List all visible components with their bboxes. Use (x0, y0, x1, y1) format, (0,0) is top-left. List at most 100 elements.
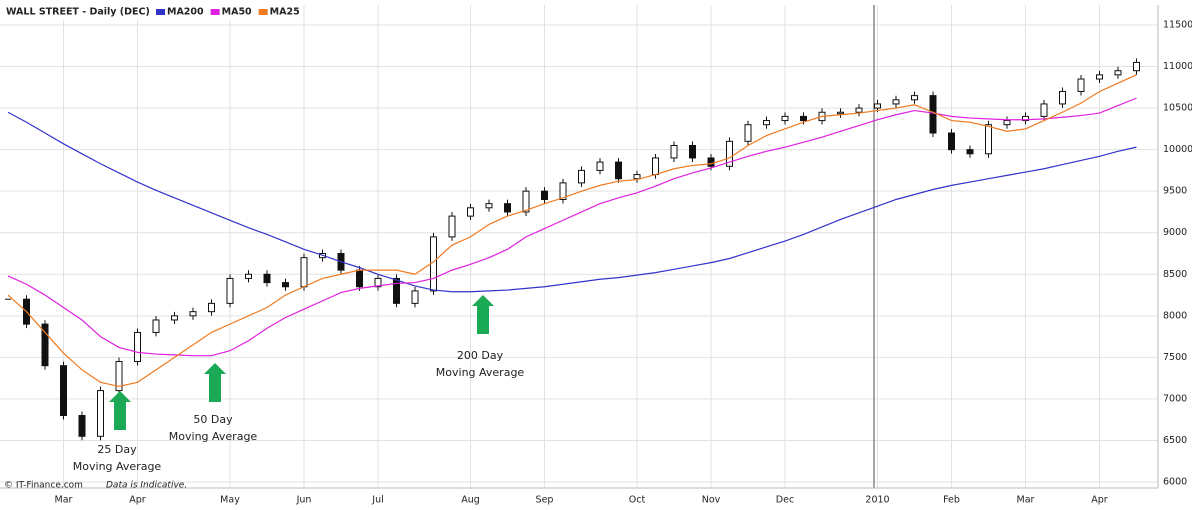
candle (1022, 115, 1029, 122)
annotation: 50 Day Moving Average (169, 363, 258, 443)
candle (707, 157, 715, 167)
candle (78, 415, 86, 437)
y-tick-label: 7500 (1163, 352, 1187, 363)
candle (171, 315, 178, 321)
candle (1077, 78, 1085, 92)
candle (393, 277, 400, 304)
y-tick-label: 9500 (1163, 186, 1187, 197)
legend-box (2, 4, 302, 20)
candle (985, 124, 992, 155)
candle (1059, 90, 1066, 105)
candle (411, 290, 419, 304)
candle (596, 161, 604, 171)
candle (689, 144, 696, 159)
candle (929, 95, 937, 134)
annotation-text: 50 Day (193, 413, 233, 426)
candle (374, 277, 382, 288)
candle (504, 203, 511, 213)
arrow (204, 363, 226, 402)
x-tick-label: Sep (536, 495, 554, 506)
candle (837, 111, 844, 115)
legend-label: MA50 (222, 7, 252, 18)
y-tick-label: 8500 (1163, 269, 1187, 280)
candle (855, 107, 863, 113)
annotation: 25 Day Moving Average (73, 391, 162, 473)
x-tick-label: Feb (943, 495, 960, 506)
candle (800, 115, 807, 122)
y-tick-label: 8000 (1163, 310, 1187, 321)
footer-note: Data is Indicative. (106, 481, 187, 491)
candle (300, 257, 308, 288)
arrow (109, 391, 131, 430)
y-tick-label: 10500 (1163, 103, 1192, 114)
candle (522, 190, 530, 213)
annotation-text: Moving Average (169, 430, 258, 443)
candle (152, 319, 160, 333)
x-tick-label: Apr (1091, 495, 1108, 506)
y-tick-label: 6500 (1163, 435, 1187, 446)
candle (1114, 70, 1122, 76)
candle (744, 124, 752, 142)
candle (134, 331, 141, 363)
arrow (472, 295, 494, 334)
candle (356, 269, 363, 288)
chart-title: WALL STREET - Daily (DEC) (6, 7, 150, 18)
candle (763, 120, 770, 126)
legend-swatch (156, 9, 165, 15)
x-tick-label: Jul (371, 495, 383, 506)
x-tick-label: May (220, 495, 240, 506)
candle (670, 144, 678, 159)
annotation: 200 Day Moving Average (436, 295, 525, 379)
candle (467, 207, 474, 217)
y-tick-label: 7000 (1163, 393, 1187, 404)
y-tick-label: 9000 (1163, 227, 1187, 238)
candle (559, 182, 567, 200)
x-tick-label: Aug (461, 495, 480, 506)
x-tick-label: Mar (55, 495, 73, 506)
candle (633, 174, 641, 180)
candle (781, 115, 789, 122)
candle (448, 215, 456, 238)
candle (41, 323, 49, 367)
ma-line (7, 74, 1137, 388)
x-tick-label: Apr (129, 495, 146, 506)
candle (245, 273, 252, 279)
candle (485, 203, 493, 209)
candle (226, 277, 234, 304)
candle (541, 190, 548, 200)
y-tick-label: 11000 (1163, 61, 1192, 72)
annotation-text: Moving Average (73, 460, 162, 473)
candle (263, 273, 271, 284)
y-tick-label: 11500 (1163, 20, 1192, 31)
annotation-text: 200 Day (457, 349, 504, 362)
candle (115, 361, 123, 392)
candle (726, 140, 733, 167)
candle (615, 161, 622, 180)
x-tick-label: Jun (296, 495, 312, 506)
x-tick-label: Nov (702, 495, 721, 506)
candle (97, 390, 104, 437)
annotation-text: 25 Day (97, 443, 137, 456)
candle (1040, 103, 1048, 117)
candle (892, 99, 900, 105)
legend-swatch (258, 9, 268, 15)
ma-line (7, 97, 1137, 357)
candle (911, 95, 918, 101)
legend-swatch (210, 9, 220, 15)
candle (1133, 61, 1140, 72)
x-tick-label: 2010 (865, 495, 889, 506)
candle (652, 157, 659, 176)
x-tick-label: Mar (1017, 495, 1035, 506)
candle (60, 365, 67, 417)
x-tick-label: Dec (776, 495, 794, 506)
ma-line (7, 111, 1137, 293)
y-tick-label: 10000 (1163, 144, 1192, 155)
candle (874, 103, 881, 109)
candle (208, 302, 215, 313)
annotation-text: Moving Average (436, 366, 525, 379)
legend-label: MA25 (270, 7, 300, 18)
candle (1003, 120, 1011, 126)
y-tick-label: 6000 (1163, 477, 1187, 488)
candle (189, 311, 197, 317)
